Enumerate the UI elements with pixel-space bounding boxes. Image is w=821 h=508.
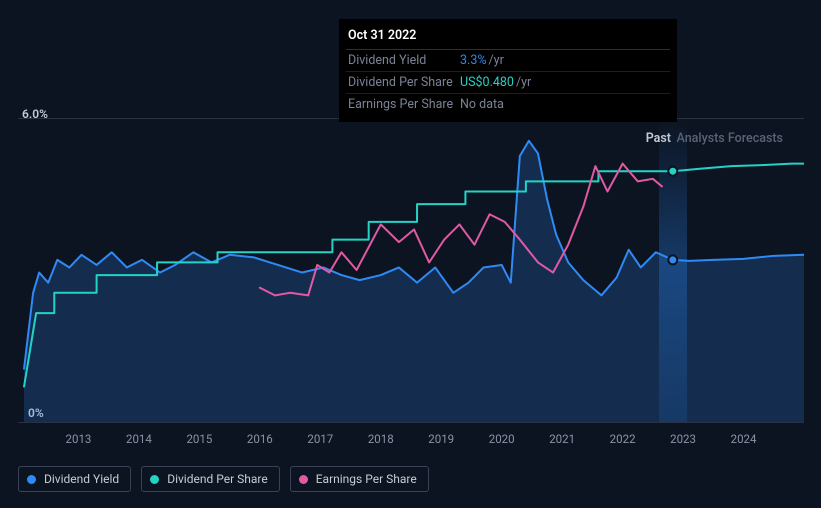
tooltip-row: Dividend Per Share US$0.480 /yr: [346, 72, 670, 94]
x-axis-tick: 2024: [731, 432, 757, 446]
tooltip-value: 3.3%: [460, 53, 487, 68]
x-axis-tick: 2017: [307, 432, 333, 446]
tooltip-date: Oct 31 2022: [346, 24, 670, 50]
chart-tooltip: Oct 31 2022 Dividend Yield 3.3% /yr Divi…: [339, 19, 677, 122]
legend-dot-icon: [299, 475, 308, 484]
legend-label: Dividend Per Share: [167, 472, 268, 486]
x-axis-tick: 2018: [368, 432, 394, 446]
x-axis-tick: 2013: [66, 432, 92, 446]
tooltip-label: Earnings Per Share: [348, 97, 460, 112]
x-axis-tick: 2019: [428, 432, 454, 446]
dividend-chart-container: Oct 31 2022 Dividend Yield 3.3% /yr Divi…: [0, 0, 821, 508]
x-axis-tick: 2022: [610, 432, 636, 446]
x-axis-tick: 2014: [126, 432, 152, 446]
legend-item-earnings-per-share[interactable]: Earnings Per Share: [290, 466, 429, 492]
chart-svg: [18, 118, 804, 422]
tooltip-label: Dividend Per Share: [348, 75, 460, 90]
tooltip-label: Dividend Yield: [348, 53, 460, 68]
legend-dot-icon: [150, 475, 159, 484]
x-axis-labels: 2013 2014 2015 2016 2017 2018 2019 2020 2021 2022…: [18, 432, 804, 448]
tooltip-row: Earnings Per Share No data: [346, 94, 670, 115]
plot-area[interactable]: [18, 118, 804, 422]
legend-dot-icon: [27, 475, 36, 484]
legend-item-dividend-per-share[interactable]: Dividend Per Share: [141, 466, 280, 492]
gridline: [18, 422, 804, 423]
x-axis-tick: 2016: [247, 432, 273, 446]
x-axis-tick: 2021: [549, 432, 575, 446]
tooltip-unit: /yr: [489, 53, 504, 68]
x-axis-tick: 2020: [489, 432, 515, 446]
chart-legend: Dividend Yield Dividend Per Share Earnin…: [18, 466, 429, 492]
tooltip-row: Dividend Yield 3.3% /yr: [346, 50, 670, 72]
x-axis-tick: 2023: [670, 432, 696, 446]
tooltip-value: US$0.480: [460, 75, 514, 90]
tooltip-value: No data: [460, 97, 504, 112]
legend-label: Earnings Per Share: [316, 472, 417, 486]
legend-label: Dividend Yield: [44, 472, 119, 486]
legend-item-dividend-yield[interactable]: Dividend Yield: [18, 466, 131, 492]
tooltip-unit: /yr: [516, 75, 531, 90]
x-axis-tick: 2015: [186, 432, 212, 446]
